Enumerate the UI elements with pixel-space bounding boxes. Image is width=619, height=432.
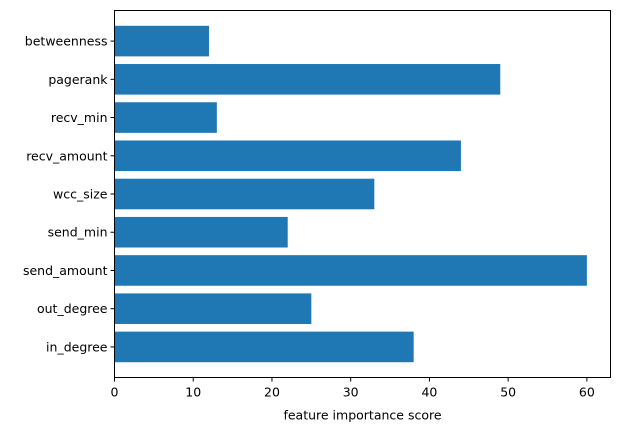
plot-frame (114, 10, 611, 378)
x-tick-label: 30 (343, 385, 359, 400)
bar-pagerank (114, 64, 501, 95)
y-tick-label: in_degree (46, 339, 108, 354)
bar-out-degree (114, 293, 312, 324)
bar-in-degree (114, 331, 414, 363)
bar-recv-min (114, 102, 217, 133)
bar-wcc-size (114, 178, 375, 210)
y-tick-label: recv_min (51, 110, 108, 125)
bar-betweenness (114, 25, 209, 57)
y-tick-label: send_min (48, 225, 108, 240)
y-tick-label: pagerank (48, 72, 108, 87)
y-tick-label: betweenness (25, 34, 108, 49)
x-axis-label: feature importance score (283, 408, 441, 423)
y-tick-label: send_amount (23, 263, 108, 278)
y-tick-label: recv_amount (26, 148, 107, 163)
bar-recv-amount (114, 140, 461, 172)
bar-send-amount (114, 255, 587, 286)
y-tick-label: out_degree (37, 301, 108, 316)
bars-group (114, 25, 587, 363)
y-axis-ticks: in_degree out_degree send_amount send_min wc… (23, 34, 115, 354)
x-tick-label: 50 (500, 385, 516, 400)
x-tick-label: 0 (111, 385, 119, 400)
x-tick-label: 60 (579, 385, 595, 400)
x-tick-label: 20 (264, 385, 280, 400)
y-tick-label: wcc_size (53, 187, 108, 202)
x-axis-ticks: 0 10 20 30 40 50 60 (111, 377, 595, 400)
x-tick-label: 10 (185, 385, 201, 400)
bar-send-min (114, 216, 288, 248)
x-tick-label: 40 (421, 385, 437, 400)
